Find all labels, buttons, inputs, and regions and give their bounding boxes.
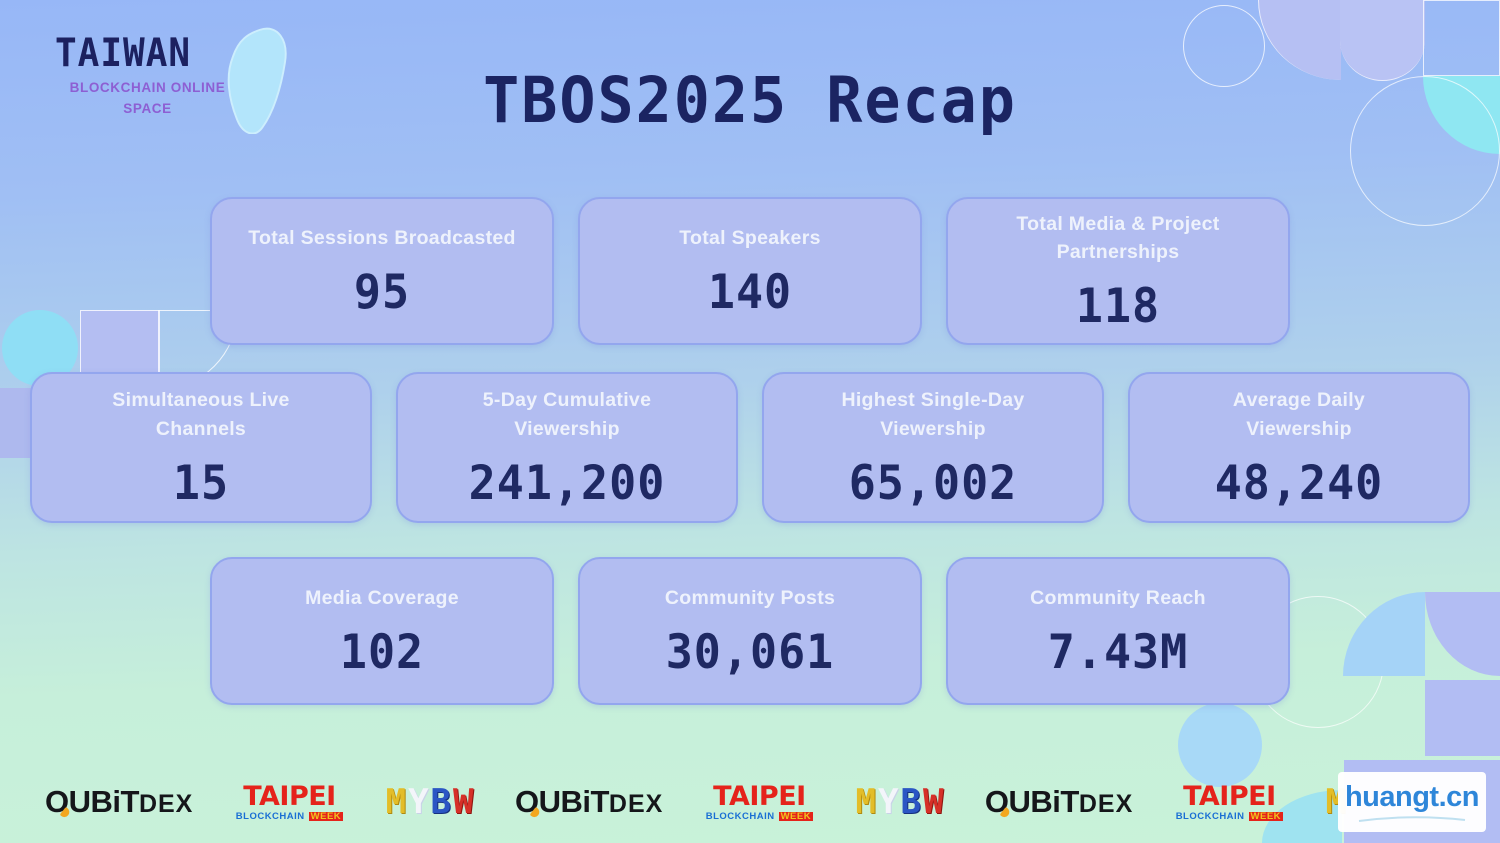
stat-card-community-reach: Community Reach 7.43M [946, 557, 1290, 705]
logo-subtitle-line2: SPACE [123, 100, 172, 116]
oubitdex-logo-2: OUBiT DEX [515, 784, 663, 820]
mybw-logo-1: M Y B W [385, 782, 474, 822]
mybw-letter-y: Y [878, 782, 899, 822]
stat-card-partnerships: Total Media & Project Partnerships 118 [946, 197, 1290, 345]
taipei-subtitle: BLOCKCHAIN WEEK [235, 810, 344, 822]
oubit-dex-label: DEX [138, 790, 194, 818]
stat-label: Community Reach [1030, 586, 1206, 609]
stat-value: 15 [172, 454, 230, 511]
taipei-wordmark: TAIPEI [713, 780, 806, 812]
stat-label: Community Posts [664, 586, 836, 609]
stat-label: 5-Day Cumulative Viewership [482, 389, 652, 440]
taipei-blockchain-week-logo-2: TAIPEI BLOCKCHAIN WEEK [705, 780, 814, 822]
mybw-letter-y: Y [408, 782, 429, 822]
stat-value: 118 [1075, 277, 1161, 334]
stat-card-cumulative-viewership: 5-Day Cumulative Viewership 241,200 [396, 372, 738, 523]
deco-circle-blue-bottom [1178, 703, 1262, 787]
stat-value: 102 [339, 623, 425, 680]
stat-value: 48,240 [1214, 454, 1384, 511]
stats-row-2: Simultaneous Live Channels 15 5-Day Cumu… [30, 372, 1470, 523]
taipei-wordmark: TAIPEI [1183, 780, 1276, 812]
oubitdex-logo-1: OUBiT DEX [45, 784, 193, 820]
taiwan-logo: TAIWAN BLOCKCHAIN ONLINE SPACE [55, 27, 287, 135]
logo-subtitle: BLOCKCHAIN ONLINE SPACE [55, 78, 240, 120]
deco-square-lavender-bottomright [1425, 680, 1500, 756]
mybw-letter-b: B [900, 782, 922, 822]
mybw-letter-w: W [922, 782, 944, 822]
huangt-watermark: huangt.cn [1337, 772, 1486, 832]
taipei-subtitle: BLOCKCHAIN WEEK [1175, 810, 1284, 822]
mybw-letter-b: B [430, 782, 452, 822]
taipei-week-label: WEEK [308, 810, 344, 822]
page-title: TBOS2025 Recap [483, 64, 1017, 138]
deco-leaf-blue-bottomright [1343, 592, 1425, 676]
taipei-blockchain-label: BLOCKCHAIN [1175, 810, 1245, 822]
stat-label: Total Speakers [679, 226, 821, 249]
stat-card-highest-viewership: Highest Single-Day Viewership 65,002 [762, 372, 1104, 523]
stat-card-total-speakers: Total Speakers 140 [578, 197, 922, 345]
stat-label: Highest Single-Day Viewership [841, 389, 1025, 440]
stat-label: Total Sessions Broadcasted [248, 226, 516, 249]
stat-card-media-coverage: Media Coverage 102 [210, 557, 554, 705]
taipei-blockchain-label: BLOCKCHAIN [235, 810, 305, 822]
sponsor-logo-strip: OUBiT DEX TAIPEI BLOCKCHAIN WEEK M Y B W… [45, 770, 1486, 834]
deco-quarter-lavender-2 [1340, 0, 1425, 81]
stat-label: Average Daily Viewership [1232, 389, 1366, 440]
stat-value: 30,061 [665, 623, 835, 680]
mybw-letter-w: W [453, 782, 474, 822]
taipei-blockchain-week-logo-1: TAIPEI BLOCKCHAIN WEEK [235, 780, 344, 822]
stat-value: 241,200 [468, 454, 666, 511]
taipei-subtitle: BLOCKCHAIN WEEK [705, 810, 814, 822]
stat-card-live-channels: Simultaneous Live Channels 15 [30, 372, 372, 523]
taipei-blockchain-label: BLOCKCHAIN [705, 810, 775, 822]
stat-label: Media Coverage [305, 586, 459, 609]
stats-row-1: Total Sessions Broadcasted 95 Total Spea… [210, 197, 1290, 345]
stat-value: 95 [353, 263, 411, 320]
deco-circle-outline-topright [1183, 5, 1265, 87]
taipei-week-label: WEEK [778, 810, 814, 822]
logo-subtitle-line1: BLOCKCHAIN ONLINE [69, 79, 226, 95]
taipei-blockchain-week-logo-3: TAIPEI BLOCKCHAIN WEEK [1175, 780, 1284, 822]
logo-title: TAIWAN [55, 31, 192, 76]
taipei-week-label: WEEK [1248, 810, 1284, 822]
watermark-group: M huangt.cn [1325, 772, 1486, 832]
stat-label: Total Media & Project Partnerships [1016, 212, 1220, 263]
oubitdex-logo-3: OUBiT DEX [985, 784, 1133, 820]
stat-value: 7.43M [1047, 623, 1189, 680]
stat-card-community-posts: Community Posts 30,061 [578, 557, 922, 705]
mybw-letter-m: M [855, 782, 877, 822]
mybw-letter-m: M [385, 782, 407, 822]
watermark-swoosh-icon [1358, 815, 1466, 822]
deco-quarter-lavender-bottomright [1425, 592, 1500, 676]
stat-value: 140 [707, 263, 793, 320]
stat-card-average-viewership: Average Daily Viewership 48,240 [1128, 372, 1470, 523]
oubit-dex-label: DEX [608, 790, 664, 818]
taiwan-island-icon [217, 26, 295, 139]
mybw-logo-2: M Y B W [855, 782, 944, 822]
stat-card-total-sessions: Total Sessions Broadcasted 95 [210, 197, 554, 345]
stats-row-3: Media Coverage 102 Community Posts 30,06… [210, 557, 1290, 705]
watermark-text: huangt.cn [1344, 780, 1480, 813]
stat-label: Simultaneous Live Channels [112, 389, 290, 440]
oubit-dex-label: DEX [1078, 790, 1134, 818]
taipei-wordmark: TAIPEI [243, 780, 336, 812]
stat-value: 65,002 [848, 454, 1018, 511]
